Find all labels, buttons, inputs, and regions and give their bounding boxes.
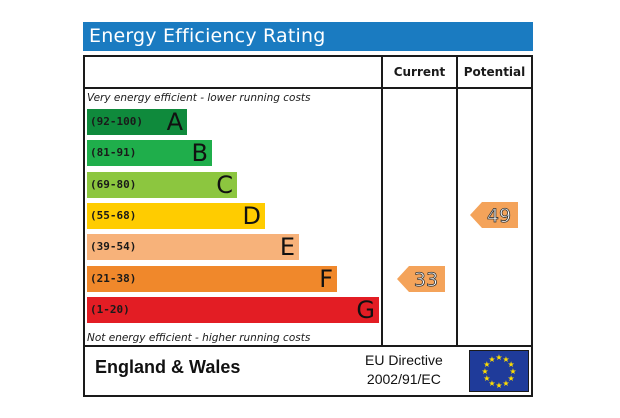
band-a: (92-100) A <box>87 109 187 135</box>
chart-title: Energy Efficiency Rating <box>83 22 533 51</box>
band-letter: E <box>279 233 295 262</box>
column-divider-current <box>381 57 383 345</box>
eu-directive-line2: 2002/91/EC <box>366 371 441 387</box>
band-letter: D <box>242 201 261 230</box>
band-letter: F <box>319 264 333 293</box>
rating-table: Current Potential Very energy efficient … <box>83 55 533 347</box>
rating-arrow-potential: 49 <box>470 202 518 229</box>
band-d: (55-68) D <box>87 201 265 230</box>
eu-star-icon: ★ <box>502 355 509 364</box>
eu-star-icon: ★ <box>483 360 490 369</box>
band-range-label: (21-38) <box>90 271 137 285</box>
eu-star-icon: ★ <box>483 374 490 383</box>
band-letter: C <box>216 170 233 199</box>
band-range-label: (69-80) <box>90 177 137 191</box>
column-header-current: Current <box>393 65 446 79</box>
band-range-label: (55-68) <box>90 208 137 222</box>
eu-star-icon: ★ <box>508 374 515 383</box>
band-letter: G <box>356 295 375 324</box>
eu-star-icon: ★ <box>502 379 509 388</box>
eu-star-icon: ★ <box>488 379 495 388</box>
band-b: (81-91) B <box>87 139 212 168</box>
eu-directive-line1: EU Directive <box>365 352 443 368</box>
eu-flag-icon: ★ ★ ★ ★ ★ ★ ★ ★ ★ ★ ★ ★ <box>469 350 529 392</box>
eu-directive: EU Directive 2002/91/EC <box>365 351 443 389</box>
rating-arrow-shape <box>397 265 445 292</box>
eu-star-icon: ★ <box>509 367 516 376</box>
band-letter: A <box>166 108 183 136</box>
region-label: England & Wales <box>95 357 241 377</box>
rating-arrow-shape <box>470 202 518 229</box>
eu-star-icon: ★ <box>508 360 515 369</box>
rating-value-current: 33 <box>414 269 438 291</box>
note-inefficient: Not energy efficient - higher running co… <box>87 332 311 344</box>
footer: England & Wales EU Directive 2002/91/EC … <box>83 347 533 397</box>
eu-star-icon: ★ <box>495 353 502 362</box>
band-f: (21-38) F <box>87 264 337 293</box>
band-range-label: (92-100) <box>90 115 143 128</box>
rating-value-potential: 49 <box>487 205 511 227</box>
column-header-potential: Potential <box>463 65 526 79</box>
band-c: (69-80) C <box>87 170 237 199</box>
note-efficient: Very energy efficient - lower running co… <box>87 92 311 104</box>
eu-star-icon: ★ <box>495 381 502 390</box>
eu-star-icon: ★ <box>481 367 488 376</box>
band-letter: B <box>191 139 208 168</box>
column-divider-potential <box>456 57 458 345</box>
band-e: (39-54) E <box>87 233 299 262</box>
band-range-label: (39-54) <box>90 240 137 254</box>
rating-arrow-current: 33 <box>397 265 445 292</box>
band-g: (1-20) G <box>87 295 379 324</box>
header-divider <box>85 87 531 89</box>
band-range-label: (1-20) <box>90 302 130 316</box>
eu-star-icon: ★ <box>488 355 495 364</box>
band-range-label: (81-91) <box>90 146 137 160</box>
